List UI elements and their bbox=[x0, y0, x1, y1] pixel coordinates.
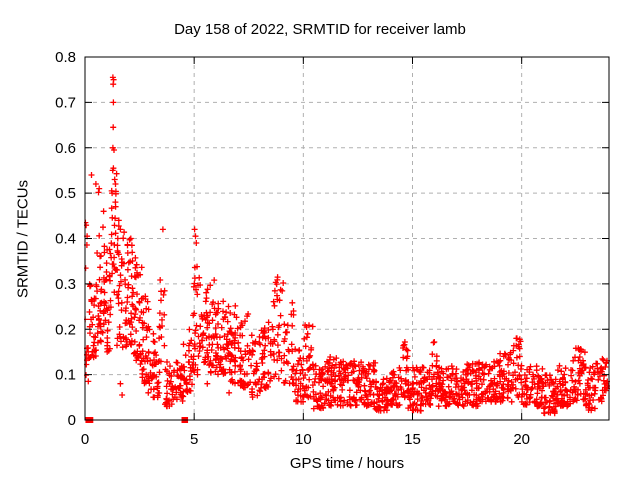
y-tick-label: 0.2 bbox=[55, 321, 76, 338]
y-tick-label: 0.8 bbox=[55, 49, 76, 66]
y-axis-title: SRMTID / TECUs bbox=[14, 179, 32, 299]
x-tick-label: 10 bbox=[295, 431, 312, 448]
x-tick-label: 20 bbox=[513, 431, 530, 448]
y-tick-label: 0.6 bbox=[55, 140, 76, 157]
y-tick-label: 0.4 bbox=[55, 231, 76, 248]
y-tick-label: 0.3 bbox=[55, 276, 76, 293]
y-tick-label: 0.1 bbox=[55, 367, 76, 384]
x-tick-label: 0 bbox=[81, 431, 89, 448]
x-tick-label: 5 bbox=[190, 431, 198, 448]
data-points bbox=[84, 74, 610, 417]
y-tick-label: 0 bbox=[68, 412, 76, 429]
y-tick-label: 0.7 bbox=[55, 94, 76, 111]
x-axis-title: GPS time / hours bbox=[289, 455, 405, 472]
x-tick-label: 15 bbox=[404, 431, 421, 448]
chart-title: Day 158 of 2022, SRMTID for receiver lam… bbox=[174, 21, 466, 38]
y-tick-label: 0.5 bbox=[55, 185, 76, 202]
